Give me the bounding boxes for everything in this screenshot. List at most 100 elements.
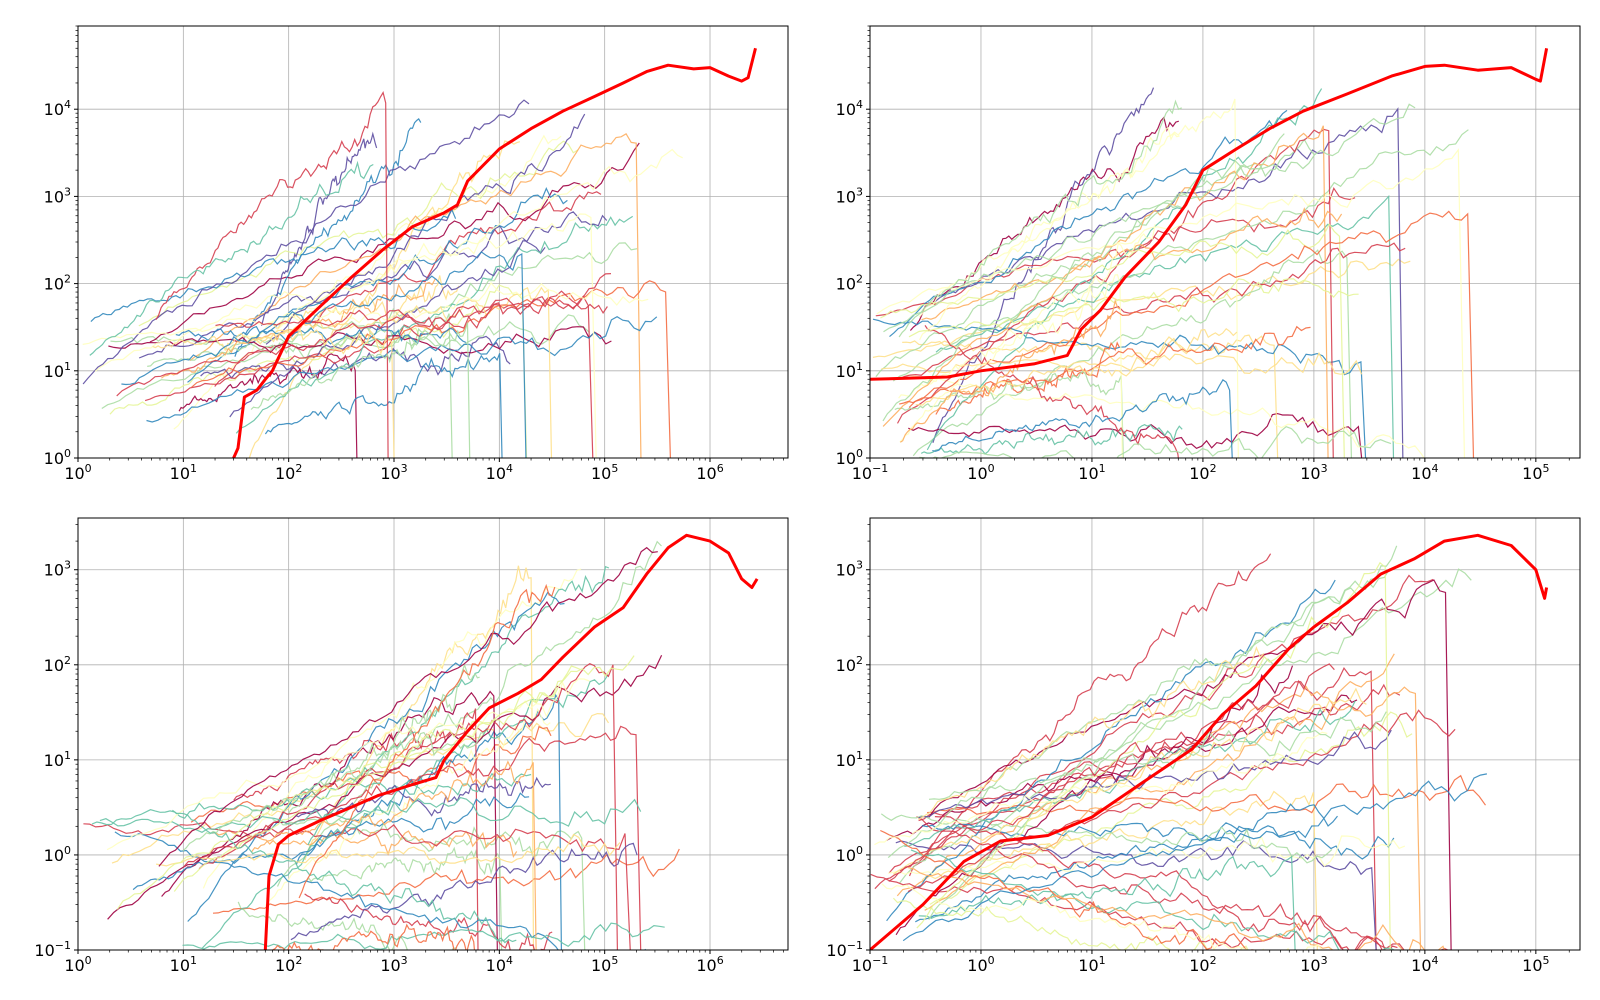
- background-series-line: [899, 299, 1121, 443]
- background-series: [83, 540, 680, 950]
- background-series-line: [906, 374, 1425, 458]
- background-series-line: [295, 693, 562, 950]
- background-series-line: [899, 568, 1472, 884]
- background-series-line: [926, 88, 1323, 451]
- y-tick-label: 101: [836, 749, 863, 770]
- x-tick-label: 105: [591, 954, 618, 975]
- background-series-line: [902, 773, 1488, 942]
- background-series-line: [880, 829, 1258, 950]
- background-series-line: [158, 546, 658, 867]
- background-series-line: [912, 249, 1353, 458]
- background-series-line: [898, 99, 1182, 338]
- background-series-line: [161, 278, 436, 379]
- background-series-line: [918, 855, 1296, 950]
- background-series-line: [927, 774, 1486, 815]
- background-series-line: [89, 160, 374, 356]
- minor-ticks: [867, 524, 1570, 953]
- background-series-line: [870, 873, 1450, 950]
- background-series-line: [882, 125, 1329, 458]
- background-series-line: [116, 273, 612, 397]
- background-series-line: [916, 816, 1383, 950]
- x-tick-label: 101: [170, 954, 197, 975]
- background-series-line: [182, 731, 485, 852]
- background-series-line: [152, 328, 395, 458]
- background-series-line: [306, 846, 503, 950]
- x-tick-label: 104: [486, 462, 513, 483]
- x-tick-label: 104: [1411, 462, 1438, 483]
- background-series-line: [881, 883, 1323, 950]
- background-series-line: [235, 215, 634, 434]
- background-series-line: [898, 242, 1406, 380]
- x-tick-label: 100: [64, 954, 91, 975]
- x-tick-label: 103: [380, 462, 407, 483]
- background-series-line: [895, 665, 1294, 936]
- background-series-line: [155, 91, 389, 458]
- background-series-line: [910, 849, 1396, 950]
- x-tick-label: 103: [1300, 462, 1327, 483]
- y-tick-label: 104: [836, 98, 863, 119]
- background-series-line: [264, 353, 503, 458]
- x-tick-label: 100: [967, 954, 994, 975]
- x-tick-label: 102: [275, 462, 302, 483]
- chart-4: 10−1 100 101 102 103 104 105 10−1 100 101 102 103: [826, 517, 1581, 975]
- x-tick-label: 106: [696, 462, 723, 483]
- background-series-line: [198, 663, 619, 950]
- background-series-line: [907, 866, 1446, 950]
- background-series-line: [132, 792, 530, 891]
- background-series-line: [915, 327, 1238, 406]
- background-series-line: [892, 897, 1249, 950]
- minor-ticks: [75, 25, 784, 461]
- y-tick-label: 104: [44, 98, 71, 119]
- background-series-line: [182, 922, 665, 950]
- x-tick-label: 102: [275, 954, 302, 975]
- background-series-line: [918, 729, 1392, 819]
- x-tick-label: 101: [1078, 462, 1105, 483]
- background-series-line: [916, 561, 1391, 950]
- background-series-line: [894, 370, 1124, 458]
- background-series-line: [265, 113, 586, 345]
- x-tick-label: 100: [64, 462, 91, 483]
- x-tick-label: 10−1: [852, 954, 889, 975]
- background-series-line: [907, 709, 1456, 893]
- x-tick-label: 100: [967, 462, 994, 483]
- gridlines: [77, 26, 788, 459]
- background-series-line: [887, 568, 1391, 859]
- y-tick-label: 101: [44, 360, 71, 381]
- background-series-line: [920, 424, 1183, 455]
- axes-frame: [77, 517, 789, 951]
- background-series-line: [895, 840, 1377, 950]
- y-tick-label: 100: [836, 844, 863, 865]
- background-series-line: [934, 815, 1398, 950]
- background-series-line: [902, 334, 1279, 458]
- minor-ticks: [75, 524, 784, 953]
- background-series-line: [874, 731, 1328, 846]
- background-series-line: [883, 103, 1416, 333]
- background-series-line: [928, 579, 1452, 950]
- background-series-line: [189, 132, 642, 458]
- background-series-line: [99, 796, 642, 833]
- background-series-line: [208, 148, 683, 365]
- x-tick-label: 101: [1078, 954, 1105, 975]
- x-tick-label: 103: [1300, 954, 1327, 975]
- background-series-line: [298, 583, 556, 899]
- background-series-line: [875, 186, 1356, 317]
- background-series-line: [899, 325, 1311, 405]
- highlight-series-line: [870, 48, 1549, 381]
- background-series-line: [892, 129, 1469, 382]
- y-tick-label: 103: [836, 185, 863, 206]
- background-series-line: [932, 87, 1155, 443]
- minor-ticks: [867, 25, 1570, 461]
- y-tick-label: 102: [44, 273, 71, 294]
- background-series-line: [872, 318, 1367, 458]
- background-series-line: [915, 803, 1338, 923]
- background-series-line: [880, 223, 1345, 458]
- x-tick-label: 102: [1189, 954, 1216, 975]
- y-tick-label: 100: [44, 447, 71, 468]
- background-series-line: [114, 831, 646, 950]
- y-tick-label: 102: [836, 273, 863, 294]
- background-series-line: [106, 678, 590, 851]
- y-tick-label: 10−1: [826, 939, 863, 960]
- background-series-line: [260, 131, 378, 326]
